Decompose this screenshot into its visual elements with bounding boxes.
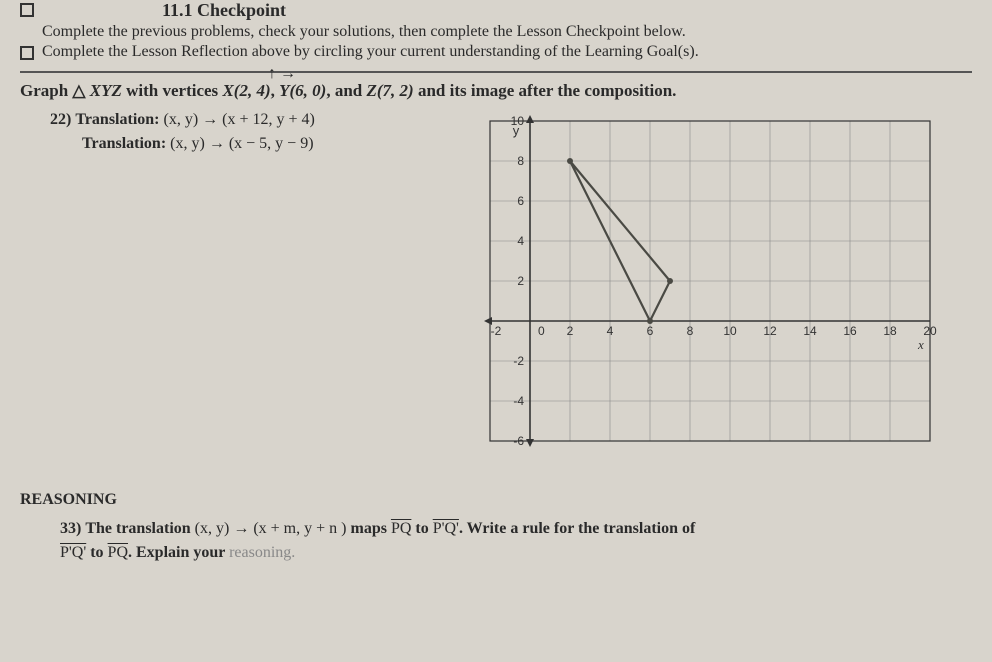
q22-block: 22) Translation: (x, y) → (x + 12, y + 4…	[20, 111, 460, 451]
instr-v2: Y(6, 0)	[279, 81, 326, 100]
svg-text:2: 2	[567, 324, 574, 338]
q22-num: 22)	[50, 111, 71, 128]
reasoning-heading: REASONING	[20, 491, 972, 509]
svg-text:4: 4	[607, 324, 614, 338]
svg-text:-4: -4	[513, 394, 524, 408]
title-partial: 11.1 Checkpoint	[42, 0, 286, 21]
q33-rhs: (x + m, y + n )	[253, 520, 346, 537]
instr-prefix: Graph △	[20, 81, 90, 100]
q33-b: maps	[350, 520, 390, 537]
svg-text:2: 2	[517, 274, 524, 288]
svg-text:-2: -2	[491, 324, 502, 338]
svg-text:x: x	[917, 337, 924, 352]
header-line2-row: Complete the Lesson Reflection above by …	[20, 43, 972, 61]
q22-t1-lhs: (x, y)	[163, 111, 198, 128]
coordinate-graph: 2468101214161820-20246810-2-4-6yx	[480, 111, 940, 451]
svg-text:8: 8	[687, 324, 694, 338]
svg-text:12: 12	[763, 324, 777, 338]
q33-e: to	[90, 544, 107, 561]
svg-text:-2: -2	[513, 354, 524, 368]
q33-a: The translation	[85, 520, 194, 537]
q33-g: reasoning.	[229, 544, 295, 561]
svg-text:4: 4	[517, 234, 524, 248]
header-title-row: 11.1 Checkpoint	[20, 0, 972, 21]
instr-mid: with vertices	[122, 81, 223, 100]
svg-text:8: 8	[517, 154, 524, 168]
q22-label2: Translation:	[82, 135, 166, 152]
instr-tri: XYZ	[90, 81, 122, 100]
svg-text:18: 18	[883, 324, 897, 338]
instr-v3: Z(7, 2)	[367, 81, 414, 100]
handwritten-arrows: ↑ →	[268, 65, 296, 83]
q22-t2-rhs: (x − 5, y − 9)	[229, 135, 314, 152]
q22-t2-lhs: (x, y)	[170, 135, 205, 152]
svg-text:14: 14	[803, 324, 817, 338]
checkbox-1	[20, 3, 34, 17]
q22-t1-rhs: (x + 12, y + 4)	[222, 111, 315, 128]
q33-num: 33)	[60, 520, 81, 537]
q33-ppqp2: P'Q'	[60, 544, 86, 561]
checkpoint-line1: Complete the previous problems, check yo…	[42, 23, 686, 41]
svg-text:20: 20	[923, 324, 937, 338]
graph-instruction: ↑ → Graph △ XYZ with vertices X(2, 4), Y…	[20, 81, 972, 101]
checkbox-2	[20, 46, 34, 60]
q33-pq2: PQ	[108, 544, 128, 561]
q33-pq1: PQ	[391, 520, 411, 537]
q33-f: . Explain your	[128, 544, 229, 561]
q33-d: . Write a rule for the translation of	[459, 520, 695, 537]
svg-text:-6: -6	[513, 434, 524, 448]
svg-text:0: 0	[538, 324, 545, 338]
reasoning-section: REASONING 33) The translation (x, y) → (…	[20, 491, 972, 565]
svg-text:16: 16	[843, 324, 857, 338]
svg-text:10: 10	[723, 324, 737, 338]
svg-text:6: 6	[517, 194, 524, 208]
problem-row: 22) Translation: (x, y) → (x + 12, y + 4…	[20, 111, 972, 451]
header-line1-row: Complete the previous problems, check yo…	[20, 23, 972, 41]
q33-lhs: (x, y)	[195, 520, 230, 537]
graph-svg: 2468101214161820-20246810-2-4-6yx	[480, 111, 940, 451]
instr-suffix: and its image after the composition.	[414, 81, 677, 100]
divider	[20, 71, 972, 73]
q33-ppqp1: P'Q'	[433, 520, 459, 537]
q33-block: 33) The translation (x, y) → (x + m, y +…	[20, 517, 972, 565]
checkpoint-line2: Complete the Lesson Reflection above by …	[42, 43, 699, 61]
svg-text:y: y	[513, 123, 520, 138]
q33-c: to	[415, 520, 432, 537]
svg-text:6: 6	[647, 324, 654, 338]
instr-v1: X(2, 4)	[222, 81, 270, 100]
q22-label1: Translation:	[75, 111, 159, 128]
